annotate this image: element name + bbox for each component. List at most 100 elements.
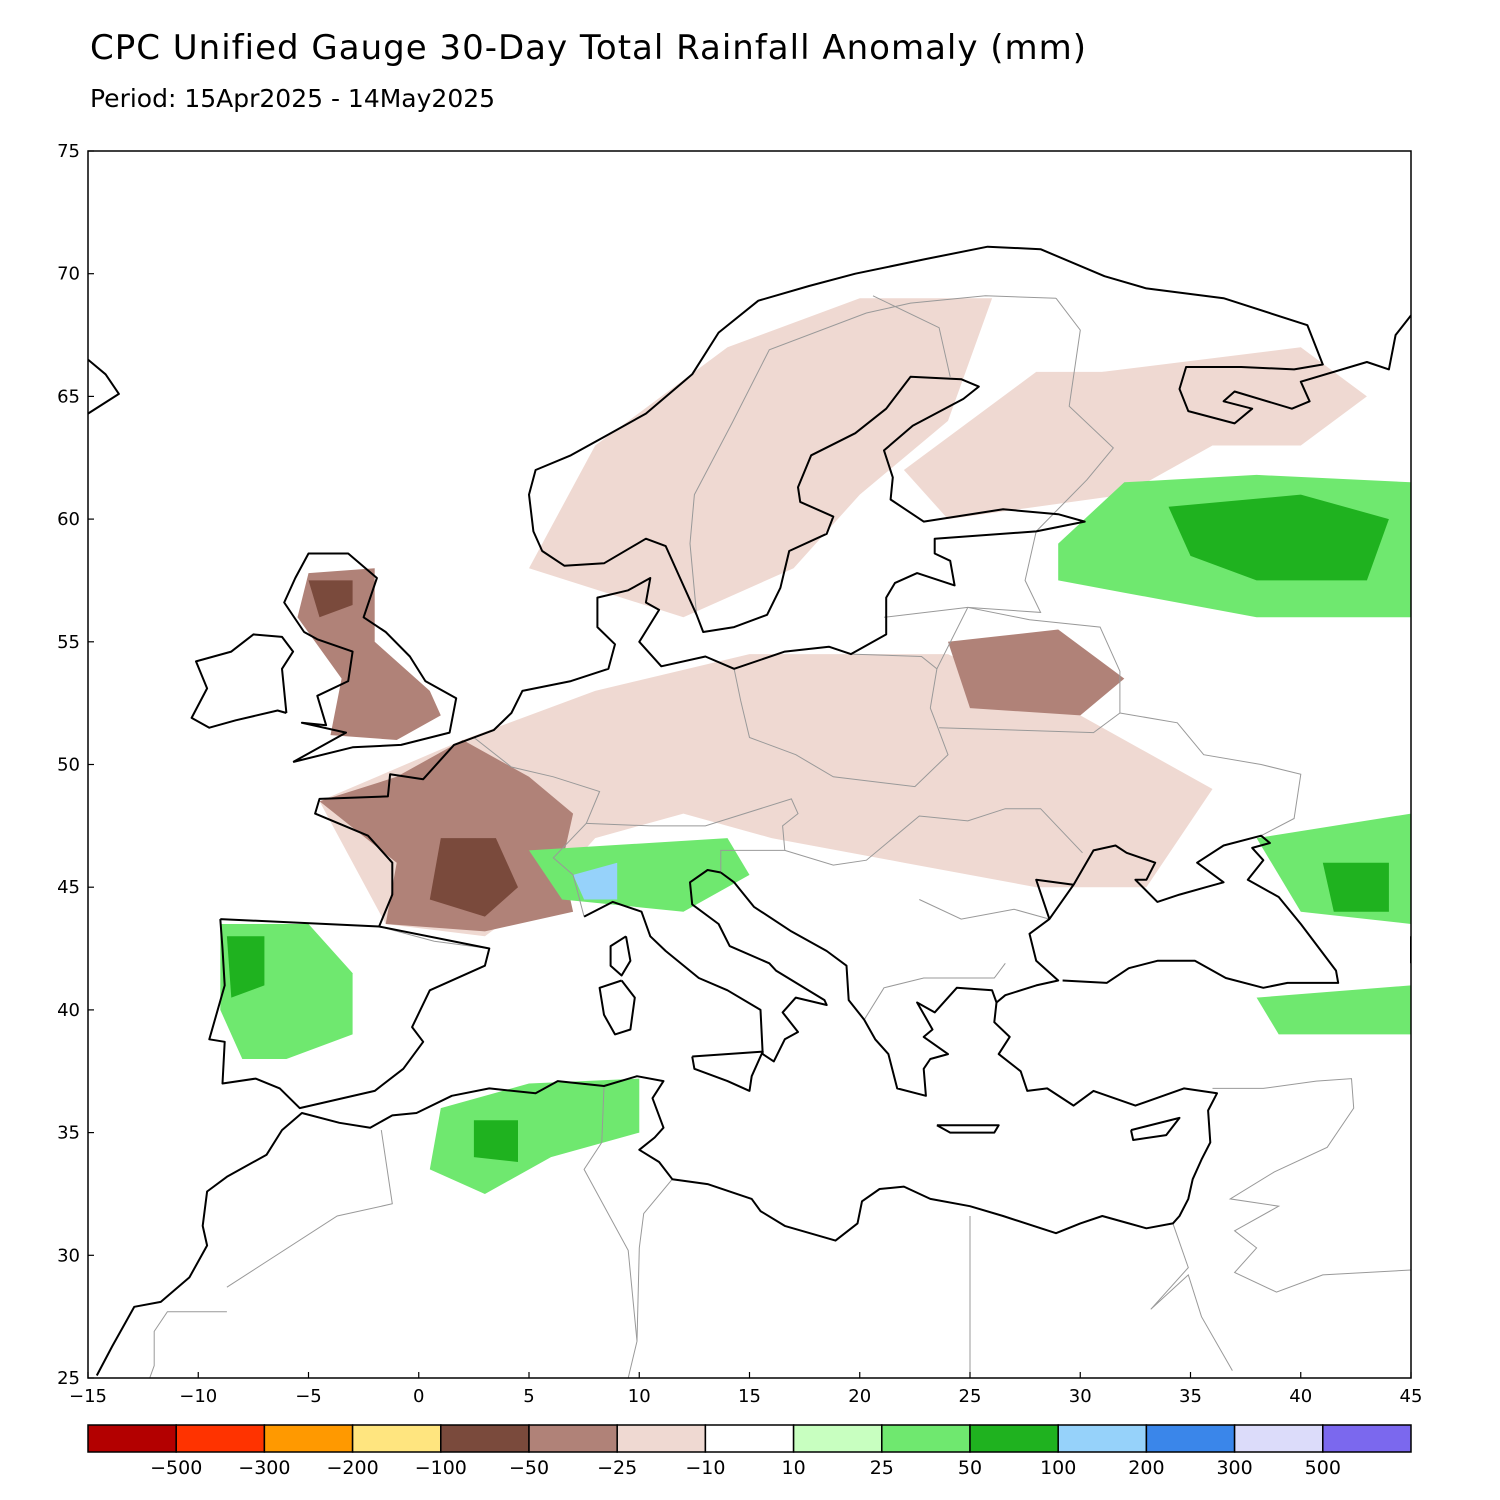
- anomaly-area-spain-very-wet: [226, 936, 265, 998]
- border-balkans: [784, 808, 1083, 866]
- colorbar-label: 10: [782, 1457, 806, 1479]
- coastline-anatolia-south: [95, 1002, 1218, 1376]
- coastline-iceland-edge: [88, 358, 120, 415]
- border-sinai: [1150, 1223, 1233, 1371]
- map-title: CPC Unified Gauge 30-Day Total Rainfall …: [90, 28, 1088, 68]
- lat-tick-label: 65: [57, 386, 80, 407]
- border-ukraine-russia: [1119, 712, 1302, 837]
- colorbar-label: 50: [958, 1457, 982, 1479]
- longitude-axis: −15 −10 −5 0 5 10 15 20 25 30 35 40 45: [69, 1372, 1422, 1407]
- lon-tick-label: −15: [69, 1386, 107, 1407]
- anomaly-area-turkey-east-wet: [1256, 985, 1411, 1035]
- lat-tick-label: 35: [57, 1123, 80, 1144]
- border-sweden-finland: [872, 295, 951, 377]
- coastline-ireland: [190, 633, 295, 729]
- lat-tick-label: 60: [57, 509, 80, 530]
- colorbar-swatch: [528, 1424, 618, 1453]
- colorbar-label: −100: [415, 1457, 467, 1479]
- lon-tick-label: 10: [628, 1386, 651, 1407]
- coastline-sicily: [691, 1050, 764, 1092]
- colorbar-label: 500: [1305, 1457, 1341, 1479]
- colorbar-swatch: [175, 1424, 266, 1453]
- lat-tick-label: 40: [57, 1000, 80, 1021]
- anomaly-area-alps-heavy: [573, 862, 618, 900]
- lat-tick-label: 45: [57, 877, 80, 898]
- coastline-balkans-west: [720, 834, 1340, 1097]
- border-baltic: [883, 531, 1042, 618]
- lon-tick-label: −10: [179, 1386, 217, 1407]
- colorbar-swatch: [969, 1424, 1059, 1453]
- anomaly-area-scotland-very-dry: [308, 580, 353, 618]
- lon-tick-label: 25: [959, 1386, 982, 1407]
- border-france-east: [473, 737, 601, 917]
- lon-tick-label: 15: [738, 1386, 761, 1407]
- map-plot-area: [88, 245, 1411, 1378]
- border-finland-russia: [1035, 297, 1114, 532]
- colorbar-label: −300: [238, 1457, 290, 1479]
- coastline-sardinia: [598, 979, 636, 1036]
- colorbar-swatch: [1145, 1424, 1236, 1453]
- lon-tick-label: 5: [523, 1386, 534, 1407]
- coastline-black-sea-north: [1035, 878, 1074, 920]
- border-belarus: [936, 606, 1121, 734]
- lat-tick-label: 30: [57, 1245, 80, 1266]
- colorbar-label: −500: [150, 1457, 202, 1479]
- anomaly-area-russia-very-wet: [1168, 494, 1389, 581]
- lon-tick-label: 45: [1400, 1386, 1423, 1407]
- anomaly-area-scandinavia-dry: [529, 298, 993, 618]
- coastline-iberia: [208, 918, 491, 1110]
- coastline-cyprus: [1130, 1116, 1181, 1141]
- coastline-corsica: [609, 935, 632, 977]
- colorbar-swatch: [792, 1424, 883, 1453]
- colorbar-swatch: [351, 1424, 442, 1453]
- lon-tick-label: 40: [1289, 1386, 1312, 1407]
- border-levant: [1212, 1078, 1411, 1293]
- border-alps: [586, 798, 799, 873]
- lon-tick-label: 0: [413, 1386, 424, 1407]
- colorbar-label: 300: [1216, 1457, 1252, 1479]
- lat-tick-label: 70: [57, 264, 80, 285]
- border-maghreb-1: [226, 1130, 393, 1288]
- lon-tick-label: 20: [848, 1386, 871, 1407]
- lon-tick-label: 30: [1069, 1386, 1092, 1407]
- lon-tick-label: −5: [295, 1386, 322, 1407]
- map-subtitle: Period: 15Apr2025 - 14May2025: [90, 84, 496, 113]
- colorbar-label: 25: [870, 1457, 894, 1479]
- lat-tick-label: 55: [57, 632, 80, 653]
- colorbar-swatch: [1233, 1424, 1324, 1453]
- border-nordic: [689, 295, 1057, 615]
- colorbar-swatch: [87, 1424, 177, 1453]
- colorbar: −500 −300 −200 −100 −50 −25 −10 10 25 50 100 200 300…: [87, 1424, 1412, 1479]
- colorbar-swatch: [616, 1424, 707, 1453]
- coastline-italy: [583, 869, 828, 1063]
- lat-tick-label: 50: [57, 755, 80, 776]
- colorbar-swatch: [881, 1424, 971, 1453]
- colorbar-swatch: [704, 1424, 795, 1453]
- colorbar-label: 200: [1128, 1457, 1164, 1479]
- border-libya-tunisia: [636, 1178, 673, 1342]
- lat-tick-label: 25: [57, 1368, 80, 1389]
- anomaly-area-belarus-dry: [948, 629, 1125, 716]
- colorbar-label: −50: [509, 1457, 549, 1479]
- colorbar-label: −25: [597, 1457, 637, 1479]
- colorbar-swatch: [1322, 1424, 1412, 1453]
- anomaly-area-algeria-very-wet: [473, 1120, 518, 1162]
- coastline-france-north: [314, 245, 1411, 927]
- coastline-britain: [283, 552, 458, 763]
- lon-tick-label: 35: [1179, 1386, 1202, 1407]
- border-danube: [919, 899, 1050, 920]
- lat-tick-label: 75: [57, 141, 80, 162]
- colorbar-swatch: [440, 1424, 530, 1453]
- border-maghreb-2: [583, 1085, 638, 1378]
- latitude-axis: 75 70 65 60 55 50 45 40 35 30 25: [57, 141, 94, 1389]
- colorbar-swatch: [1057, 1424, 1148, 1453]
- colorbar-label: 100: [1040, 1457, 1076, 1479]
- coastline-crete: [936, 1124, 1000, 1134]
- anomaly-area-north-africa-wet: [429, 1078, 640, 1194]
- colorbar-label: −200: [327, 1457, 379, 1479]
- colorbar-label: −10: [685, 1457, 725, 1479]
- anomaly-area-caucasus-very-wet: [1322, 862, 1389, 912]
- anomaly-area-france-very-dry: [429, 838, 518, 917]
- border-spain-france: [378, 926, 490, 949]
